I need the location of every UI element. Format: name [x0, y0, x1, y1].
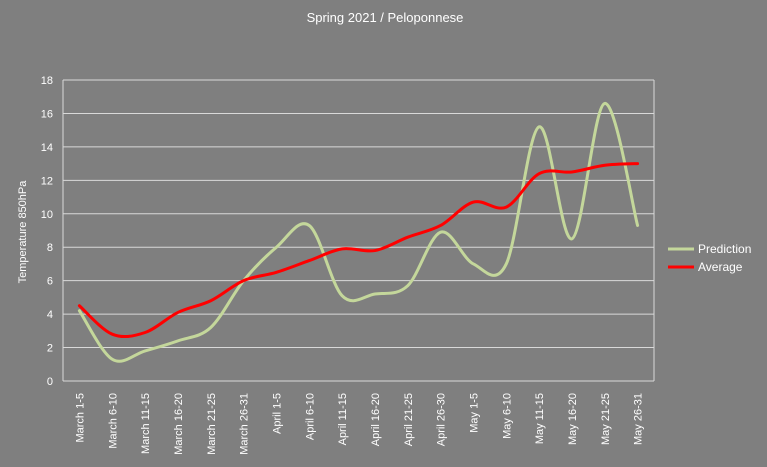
y-tick-label: 0 [47, 376, 53, 388]
x-axis-ticks: March 1-5 March 6-10 March 11-15 March 16-2… [74, 393, 644, 455]
y-tick-label: 8 [47, 242, 53, 254]
x-tick-label: March 26-31 [239, 393, 251, 455]
x-tick-label: March 16-20 [173, 393, 185, 455]
legend-label-average: Average [698, 260, 743, 274]
y-tick-label: 16 [41, 108, 53, 120]
y-tick-label: 10 [41, 209, 53, 221]
x-tick-label: April 1-5 [271, 393, 283, 434]
y-tick-label: 6 [47, 276, 53, 288]
x-tick-label: May 1-5 [468, 393, 480, 433]
y-axis-ticks: 0 2 4 6 8 10 12 14 16 18 [41, 75, 53, 388]
legend: Prediction Average [668, 242, 751, 274]
series-line-prediction [77, 101, 640, 363]
x-tick-label: May 6-10 [501, 393, 513, 439]
x-tick-label: May 11-15 [534, 393, 546, 444]
y-tick-label: 14 [41, 142, 53, 154]
y-tick-label: 4 [47, 309, 53, 321]
y-tick-label: 2 [47, 343, 53, 355]
series-lines [77, 101, 640, 363]
x-tick-label: April 26-30 [436, 393, 448, 446]
x-tick-label: March 6-10 [107, 393, 119, 449]
x-tick-label: April 11-15 [337, 393, 349, 445]
x-tick-label: May 26-31 [633, 393, 645, 445]
x-tick-label: April 21-25 [403, 393, 415, 446]
x-tick-label: May 21-25 [600, 393, 612, 445]
y-axis-label: Temperature 850hPa [17, 180, 29, 284]
y-tick-label: 12 [41, 175, 53, 187]
x-tick-label: March 1-5 [74, 393, 86, 443]
y-tick-label: 18 [41, 75, 53, 87]
x-tick-label: March 11-15 [140, 393, 152, 454]
legend-label-prediction: Prediction [698, 242, 751, 256]
x-tick-label: April 6-10 [304, 393, 316, 440]
plot-area [62, 80, 655, 381]
x-tick-label: March 21-25 [206, 393, 218, 455]
x-tick-label: April 16-20 [370, 393, 382, 446]
x-tick-label: May 16-20 [567, 393, 579, 445]
chart-title: Spring 2021 / Peloponnese [307, 10, 464, 25]
series-line-average [77, 162, 640, 339]
